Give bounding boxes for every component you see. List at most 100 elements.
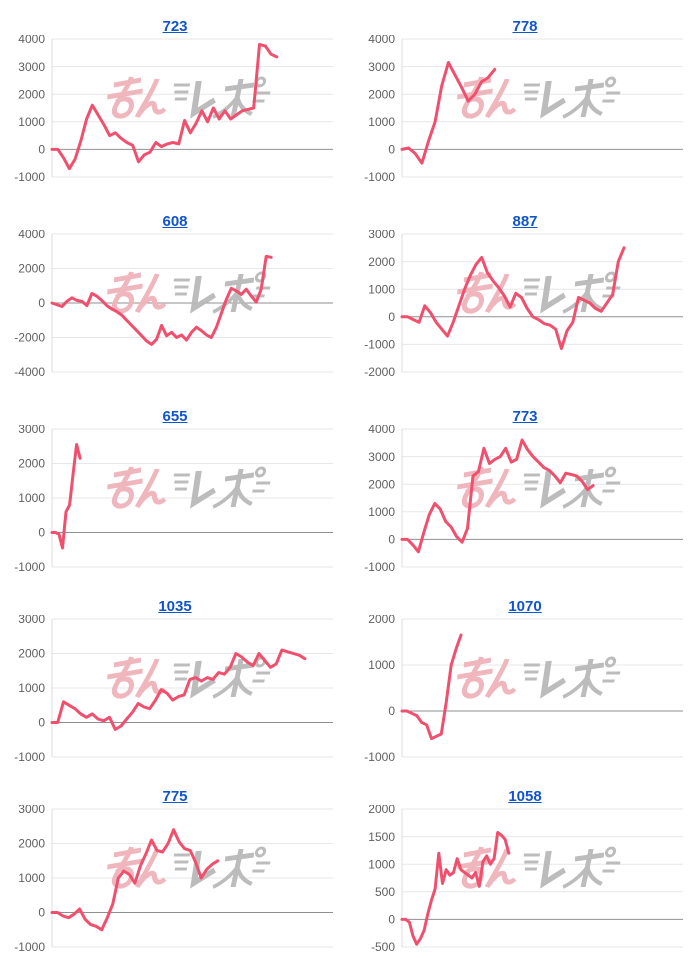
y-axis-tick-label: -1000 bbox=[364, 338, 395, 352]
chart-plot: 4000 3000 2000 1000 0 -1000 bbox=[0, 32, 350, 191]
y-axis-tick-label: -1000 bbox=[14, 940, 45, 954]
chart-plot: 3000 2000 1000 0 -1000 -2000 bbox=[350, 227, 700, 386]
watermark-glyph-stroke bbox=[190, 850, 216, 889]
profit-line-chart: 4000 3000 2000 1000 0 -1000 bbox=[364, 422, 683, 574]
y-axis-tick-label: 0 bbox=[38, 296, 45, 310]
y-axis-tick-label: 3000 bbox=[368, 230, 395, 241]
minrepo-watermark bbox=[457, 656, 621, 699]
y-axis-tick-label: 3000 bbox=[368, 450, 395, 464]
watermark-glyph-stroke bbox=[190, 275, 216, 314]
watermark-glyph-stroke bbox=[485, 680, 517, 699]
chart-title-link[interactable]: 1035 bbox=[158, 598, 192, 615]
watermark-glyph-stroke bbox=[585, 866, 603, 886]
y-axis-tick-label: 1000 bbox=[368, 505, 395, 519]
watermark-glyph-stroke bbox=[540, 850, 566, 889]
watermark-glyph-stroke bbox=[540, 275, 566, 314]
watermark-glyph-stroke bbox=[585, 291, 603, 311]
y-axis-tick-label: 3000 bbox=[18, 60, 45, 74]
watermark-handakuten bbox=[604, 656, 617, 668]
chart-title-link[interactable]: 655 bbox=[162, 408, 188, 425]
y-axis-tick-label: 1000 bbox=[368, 115, 395, 129]
chart-title-link[interactable]: 773 bbox=[512, 408, 538, 425]
chart-plot: 3000 2000 1000 0 -1000 bbox=[0, 422, 350, 580]
chart-title-link[interactable]: 1058 bbox=[508, 788, 542, 805]
watermark-glyph-stroke bbox=[585, 676, 603, 696]
y-axis-tick-label: 2000 bbox=[368, 255, 395, 269]
y-axis-tick-label: 1000 bbox=[18, 871, 45, 885]
y-axis-tick-label: -4000 bbox=[14, 365, 45, 379]
watermark-handakuten bbox=[254, 846, 267, 858]
chart-title-link[interactable]: 723 bbox=[162, 18, 188, 35]
y-axis-tick-label: -1000 bbox=[364, 560, 395, 574]
profit-line-chart: 3000 2000 1000 0 -1000 -2000 bbox=[364, 227, 683, 379]
y-axis-tick-label: 2000 bbox=[18, 457, 45, 471]
watermark-glyph-stroke bbox=[135, 295, 167, 314]
y-axis-tick-label: 0 bbox=[38, 526, 45, 540]
chart-plot: 4000 3000 2000 1000 0 -1000 bbox=[350, 422, 700, 580]
watermark-glyph-stroke bbox=[111, 76, 134, 119]
watermark-glyph-stroke bbox=[111, 656, 134, 699]
watermark-handakuten bbox=[604, 76, 617, 88]
chart-title-link[interactable]: 608 bbox=[162, 213, 188, 230]
watermark-glyph-stroke bbox=[111, 466, 134, 509]
chart-cell: 723 4000 3000 2000 1000 0 -1000 bbox=[0, 0, 350, 195]
chart-cell: 1035 3000 2000 1000 0 -1000 bbox=[0, 580, 350, 770]
watermark-glyph-stroke bbox=[485, 870, 517, 889]
watermark-glyph-stroke bbox=[135, 870, 167, 889]
series-line bbox=[400, 438, 595, 554]
profit-line-chart: 4000 3000 2000 1000 0 -1000 bbox=[14, 32, 333, 184]
profit-line-chart: 3000 2000 1000 0 -1000 bbox=[14, 612, 333, 764]
y-axis-tick-label: 1000 bbox=[18, 115, 45, 129]
chart-title-row: 1058 bbox=[350, 770, 700, 805]
minrepo-watermark bbox=[107, 271, 271, 314]
y-axis-tick-label: 3000 bbox=[18, 615, 45, 626]
y-axis-tick-label: -1000 bbox=[14, 170, 45, 184]
chart-cell: 775 3000 2000 1000 0 -1000 bbox=[0, 770, 350, 959]
series-line bbox=[400, 246, 626, 350]
chart-title-row: 773 bbox=[350, 390, 700, 425]
y-axis-tick-label: 4000 bbox=[18, 35, 45, 46]
watermark-glyph-stroke bbox=[540, 80, 566, 119]
chart-cell: 778 4000 3000 2000 1000 0 -1000 bbox=[350, 0, 700, 195]
series-line bbox=[400, 831, 511, 946]
chart-cell: 608 4000 2000 0 -2000 -4000 bbox=[0, 195, 350, 390]
y-axis-tick-label: 2000 bbox=[368, 87, 395, 101]
profit-line-chart: 2000 1500 1000 500 0 -500 bbox=[368, 802, 683, 954]
chart-title-link[interactable]: 775 bbox=[162, 788, 188, 805]
y-axis-tick-label: -500 bbox=[371, 940, 395, 954]
watermark-glyph-stroke bbox=[235, 96, 253, 116]
profit-line-chart: 4000 2000 0 -2000 -4000 bbox=[14, 227, 333, 379]
series-line bbox=[400, 633, 463, 741]
y-axis-tick-label: 0 bbox=[38, 906, 45, 920]
y-axis-tick-label: 0 bbox=[388, 533, 395, 547]
y-axis-tick-label: 1000 bbox=[368, 282, 395, 296]
minrepo-watermark bbox=[457, 846, 621, 889]
chart-plot: 4000 3000 2000 1000 0 -1000 bbox=[350, 32, 700, 191]
series-line bbox=[50, 254, 273, 346]
chart-title-link[interactable]: 778 bbox=[512, 18, 538, 35]
watermark-glyph-stroke bbox=[540, 470, 566, 509]
chart-cell: 773 4000 3000 2000 1000 0 -1000 bbox=[350, 390, 700, 580]
y-axis-tick-label: 2000 bbox=[368, 805, 395, 816]
watermark-glyph-stroke bbox=[461, 656, 484, 699]
series-line bbox=[400, 61, 497, 165]
chart-cell: 1070 2000 1000 0 -1000 bbox=[350, 580, 700, 770]
watermark-glyph-stroke bbox=[585, 96, 603, 116]
minrepo-watermark bbox=[107, 846, 271, 889]
profit-line-chart: 3000 2000 1000 0 -1000 bbox=[14, 422, 333, 574]
y-axis-tick-label: 1000 bbox=[368, 658, 395, 672]
profit-line-chart: 3000 2000 1000 0 -1000 bbox=[14, 802, 333, 954]
chart-plot: 2000 1500 1000 500 0 -500 bbox=[350, 802, 700, 959]
y-axis-tick-label: 3000 bbox=[18, 425, 45, 436]
series-line bbox=[50, 648, 307, 731]
chart-title-link[interactable]: 887 bbox=[512, 213, 538, 230]
chart-title-link[interactable]: 1070 bbox=[508, 598, 542, 615]
y-axis-tick-label: 2000 bbox=[18, 837, 45, 851]
chart-plot: 4000 2000 0 -2000 -4000 bbox=[0, 227, 350, 386]
y-axis-tick-label: 0 bbox=[388, 913, 395, 927]
watermark-glyph-stroke bbox=[461, 271, 484, 314]
y-axis-tick-label: 0 bbox=[388, 704, 395, 718]
y-axis-tick-label: -2000 bbox=[14, 331, 45, 345]
chart-title-row: 775 bbox=[0, 770, 350, 805]
